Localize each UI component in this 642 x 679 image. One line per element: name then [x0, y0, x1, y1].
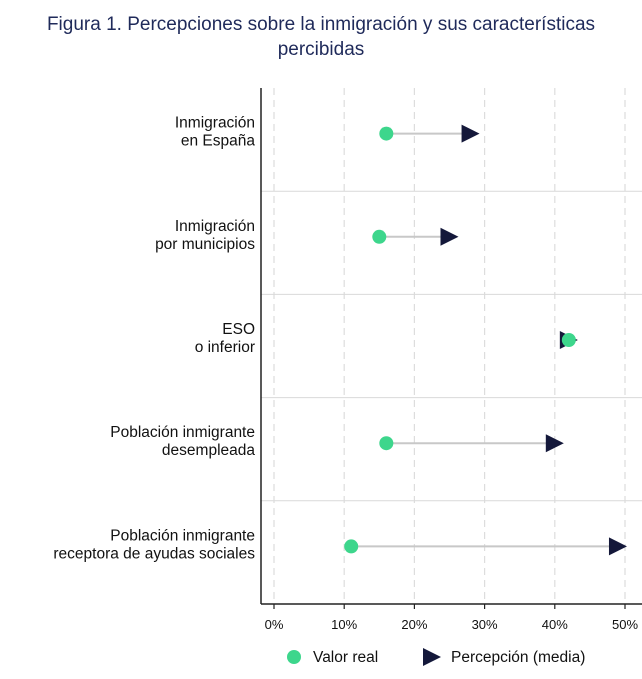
category-label-line: o inferior [195, 339, 255, 356]
perception-marker [608, 537, 627, 556]
category-label-line: Inmigración [175, 115, 255, 132]
category-label-line: ESO [222, 321, 255, 338]
category-label-line: en España [181, 133, 255, 150]
legend-marker-perception [423, 648, 441, 666]
axes [260, 88, 642, 609]
legend-label-perception: Percepción (media) [451, 649, 585, 666]
legend-marker-real [287, 650, 301, 664]
chart-title: Figura 1. Percepciones sobre la inmigrac… [0, 12, 642, 62]
legend-label-real: Valor real [313, 649, 378, 666]
category-label: Población inmigrante receptora de ayudas … [53, 527, 255, 562]
category-label-line: Población inmigrante [110, 424, 255, 441]
category-label: Inmigración por municipios [155, 218, 255, 253]
x-tick-label: 30% [472, 617, 498, 632]
real-value-marker [344, 539, 359, 554]
x-tick-label: 50% [612, 617, 638, 632]
chart-title-line-1: Figura 1. Percepciones sobre la inmigrac… [46, 14, 596, 35]
chart-title-line-2: percibidas [277, 39, 365, 60]
connectors [351, 132, 618, 548]
category-label-line: Inmigración [175, 218, 255, 235]
real-value-marker [379, 436, 394, 451]
real-value-marker [561, 333, 576, 347]
markers [344, 124, 627, 556]
category-label-line: Población inmigrante [110, 527, 255, 544]
x-tick-label: 10% [331, 617, 357, 632]
perception-marker [461, 124, 480, 143]
x-tick-label: 0% [265, 617, 284, 632]
legend: Valor real Percepción (media) [287, 648, 585, 666]
perception-marker [440, 227, 459, 246]
category-label-line: por municipios [155, 236, 255, 253]
grid [273, 88, 626, 604]
real-value-marker [372, 229, 387, 244]
category-label: Población inmigrante desempleada [110, 424, 255, 459]
category-label-line: desempleada [162, 442, 255, 459]
x-tick-label: 20% [401, 617, 427, 632]
x-tick-labels: 0% 10% 20% 30% 40% 50% [265, 617, 639, 632]
real-value-marker [379, 126, 394, 141]
perception-marker [545, 434, 564, 453]
x-tick-label: 40% [542, 617, 568, 632]
category-label: Inmigración en España [175, 115, 255, 150]
category-label: ESO o inferior [195, 321, 255, 356]
row-separators [261, 190, 642, 502]
category-label-line: receptora de ayudas sociales [53, 545, 255, 562]
